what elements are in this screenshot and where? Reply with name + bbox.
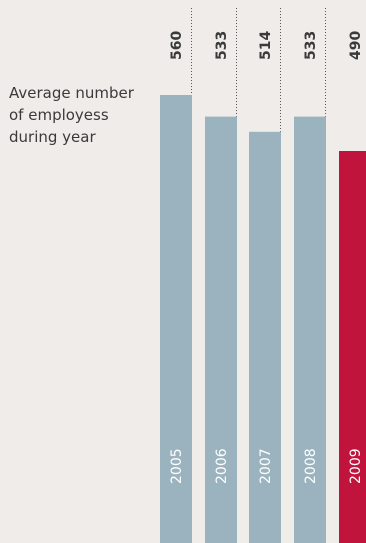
- category-label-2007: 2007: [258, 448, 274, 484]
- value-label-2008: 533: [303, 31, 319, 60]
- category-label-2008: 2008: [303, 448, 319, 484]
- category-label-2006: 2006: [214, 448, 230, 484]
- category-label-2005: 2005: [169, 448, 185, 484]
- category-label-2009: 2009: [348, 448, 364, 484]
- value-label-2007: 514: [258, 31, 274, 60]
- chart-title-line-3: during year: [9, 128, 96, 146]
- value-label-2006: 533: [214, 31, 230, 60]
- bar-2009: [339, 151, 366, 543]
- chart-title-line-1: Average number: [9, 84, 134, 102]
- value-label-2009: 490: [348, 31, 364, 60]
- bar-2006: [205, 116, 237, 543]
- bar-2005: [160, 95, 192, 543]
- bar-2007: [249, 131, 281, 543]
- chart-title-line-2: of employess: [9, 106, 109, 124]
- value-label-2005: 560: [169, 31, 185, 60]
- bar-2008: [294, 116, 326, 543]
